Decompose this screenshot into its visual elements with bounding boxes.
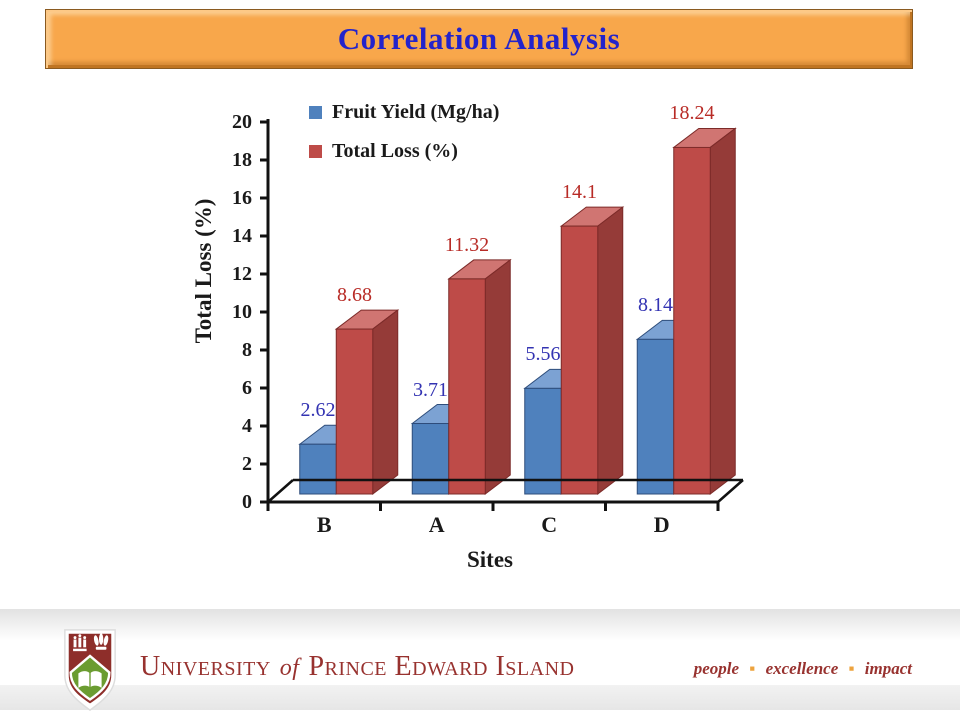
y-tick-label: 6 [242,377,252,399]
x-category-label: D [653,512,670,537]
data-label-Fruit Yield (Mg/ha)-A: 3.71 [413,378,448,401]
data-label-Total Loss (%)-B: 8.68 [337,284,372,307]
legend-item-fruit-yield: Fruit Yield (Mg/ha) [309,101,499,123]
footer-tagline: people ▪ excellence ▪ impact [694,659,912,679]
bar-Fruit Yield (Mg/ha)-B [299,443,337,495]
upei-logo-icon [64,629,116,712]
bar-Fruit Yield (Mg/ha)-A [411,423,450,495]
y-tick-label: 16 [232,187,252,209]
legend-item-total-loss: Total Loss (%) [309,140,499,162]
bar-Total Loss (%)-C [560,225,599,495]
title-banner: Correlation Analysis [45,9,913,69]
university-name: University of Prince Edward Island [140,651,574,685]
footer-band-bottom [0,685,960,710]
tagline-people: people [693,659,740,678]
data-label-Total Loss (%)-C: 14.1 [562,181,597,204]
data-label-Total Loss (%)-D: 18.24 [669,102,715,125]
tagline-dot-icon: ▪ [848,659,855,678]
x-category-label: B [316,512,332,537]
y-tick-label: 2 [242,453,252,475]
x-category-label: C [541,512,558,537]
data-label-Total Loss (%)-A: 11.32 [444,233,490,256]
bar-Fruit Yield (Mg/ha)-D [636,338,675,495]
x-category-label: A [428,512,445,537]
floor-back-lines [267,478,744,503]
tagline-excellence: excellence [765,659,839,678]
tagline-dot-icon: ▪ [749,659,756,678]
y-tick-label: 8 [242,339,252,361]
university-name-of: of [279,655,300,681]
y-tick-label: 14 [232,225,252,247]
bar-side-Total Loss (%)-A [484,258,511,496]
y-tick-label: 4 [242,415,252,437]
legend-swatch-fruit-yield-icon [309,105,322,119]
bar-Total Loss (%)-A [448,278,486,495]
tagline-impact: impact [864,659,912,678]
footer-band-top [0,609,960,641]
footer-band-mid [0,641,960,685]
slide-title: Correlation Analysis [337,21,621,56]
university-name-part1: University [140,651,271,682]
data-label-Fruit Yield (Mg/ha)-C: 5.56 [525,343,561,366]
data-label-Fruit Yield (Mg/ha)-B: 2.62 [300,399,336,422]
y-tick-label: 0 [242,491,252,513]
legend-label-fruit-yield: Fruit Yield (Mg/ha) [332,100,500,123]
y-tick-label: 18 [232,149,252,171]
chart-legend: Fruit Yield (Mg/ha) Total Loss (%) [309,101,499,179]
bar-Total Loss (%)-B [335,328,374,495]
legend-swatch-total-loss-icon [309,144,322,158]
bar-Total Loss (%)-D [673,146,711,495]
bar-Fruit Yield (Mg/ha)-C [524,387,562,495]
y-tick-label: 10 [232,301,252,323]
x-axis-title: Sites [467,547,513,572]
university-name-part2: Prince Edward Island [308,651,575,682]
y-tick-label: 12 [232,263,252,285]
data-label-Fruit Yield (Mg/ha)-D: 8.14 [638,294,673,317]
legend-label-total-loss: Total Loss (%) [332,139,458,162]
y-tick-label: 20 [232,111,252,133]
